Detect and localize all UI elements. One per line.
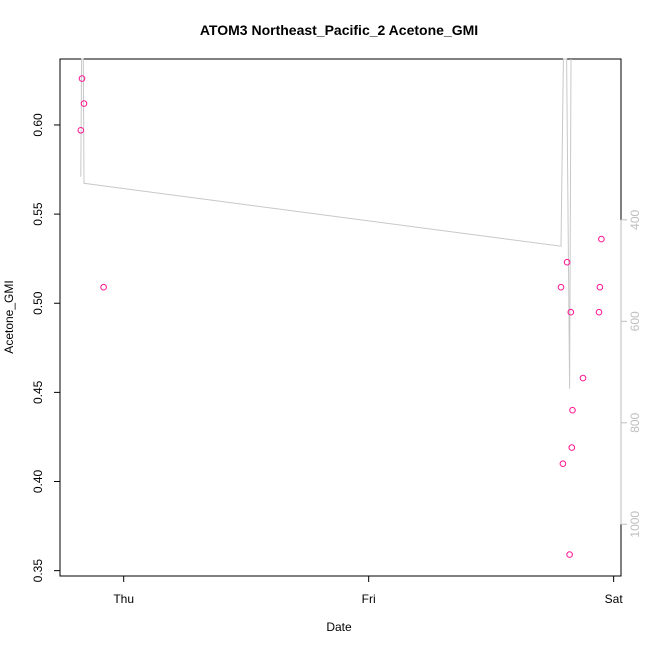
- y-tick-label: 0.40: [31, 470, 45, 494]
- y-right-tick-label: 400: [628, 210, 642, 230]
- y-tick-label: 0.55: [31, 202, 45, 226]
- x-tick-label: Thu: [113, 592, 134, 606]
- data-point: [100, 283, 107, 291]
- plot-border: [59, 58, 622, 577]
- data-point: [563, 258, 571, 266]
- data-point: [598, 235, 605, 243]
- pressure-line: [80, 58, 572, 389]
- data-point: [80, 100, 88, 107]
- y-axis-label: Acetone_GMI: [2, 280, 16, 353]
- data-points-layer: [77, 75, 605, 558]
- y-tick-label: 0.35: [31, 559, 45, 583]
- y-right-tick-label: 800: [628, 412, 642, 432]
- y-right-tick-label: 1000: [628, 511, 642, 538]
- x-axis-label: Date: [326, 620, 352, 634]
- y-tick-label: 0.60: [31, 113, 45, 137]
- data-point: [579, 374, 587, 382]
- data-point: [596, 283, 604, 291]
- data-point: [557, 283, 565, 291]
- y-tick-label: 0.50: [31, 291, 45, 315]
- y-tick-label: 0.45: [31, 380, 45, 404]
- y-right-tick-label: 600: [628, 311, 642, 331]
- data-point: [567, 308, 575, 316]
- data-point: [595, 308, 603, 316]
- data-point: [559, 460, 567, 468]
- data-point: [569, 406, 576, 414]
- data-point: [566, 551, 573, 558]
- y-axis-right: 400 600 800 1000: [620, 210, 642, 538]
- data-point: [78, 75, 86, 82]
- x-tick-label: Sat: [605, 592, 624, 606]
- plot-area: [59, 58, 622, 577]
- data-point: [568, 444, 576, 451]
- chart-title: ATOM3 Northeast_Pacific_2 Acetone_GMI: [200, 22, 478, 38]
- y-axis: 0.35 0.40 0.45 0.50 0.55 0.60: [31, 113, 61, 583]
- x-axis: Thu Fri Sat: [113, 575, 624, 606]
- x-tick-label: Fri: [362, 592, 376, 606]
- data-point: [77, 127, 85, 134]
- pressure-line-layer: [80, 58, 572, 389]
